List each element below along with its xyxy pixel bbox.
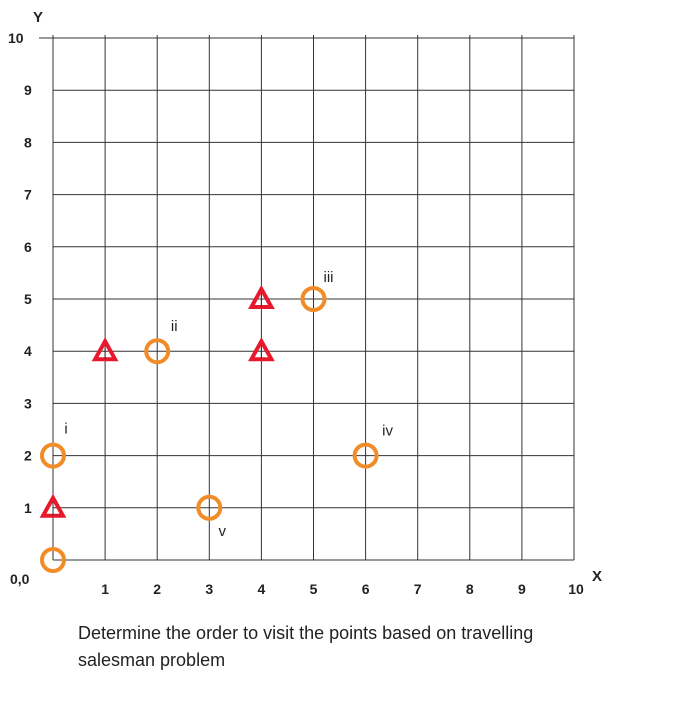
x-axis-ticks: 1 2 3 4 5 6 7 8 9 10: [101, 581, 584, 597]
x-tick-label: 8: [466, 581, 474, 597]
circle-point: [196, 494, 223, 521]
x-tick-label: 3: [205, 581, 213, 597]
x-tick-label: 1: [101, 581, 109, 597]
y-axis-title: Y: [33, 9, 43, 26]
circle-point: [300, 286, 327, 312]
x-tick-label: 6: [362, 581, 370, 597]
x-tick-label: 7: [414, 581, 422, 597]
origin-label: 0,0: [10, 571, 30, 587]
y-tick-label: 9: [24, 82, 32, 98]
point-label: iv: [382, 423, 393, 440]
y-tick-label: 10: [8, 30, 24, 46]
x-tick-label: 2: [153, 581, 161, 597]
grid: [39, 35, 575, 561]
circle-point: [144, 338, 171, 365]
y-tick-label: 6: [24, 239, 32, 255]
point-label: v: [219, 523, 227, 540]
circle-point: [40, 442, 66, 469]
circle-point: [40, 547, 66, 573]
point-label: iii: [324, 269, 334, 286]
y-tick-label: 4: [24, 343, 32, 359]
y-tick-label: 5: [24, 291, 32, 307]
y-tick-label: 1: [24, 500, 32, 516]
y-tick-label: 7: [24, 187, 32, 203]
x-tick-label: 4: [258, 581, 266, 597]
y-axis-ticks: 1 2 3 4 5 6 7 8 9 10: [8, 30, 32, 516]
point-label: ii: [171, 318, 178, 335]
point-label: i: [64, 421, 67, 438]
x-tick-label: 9: [518, 581, 526, 597]
problem-caption: Determine the order to visit the points …: [78, 623, 534, 670]
circle-point: [352, 442, 379, 469]
x-tick-label: 5: [310, 581, 318, 597]
y-tick-label: 8: [24, 134, 32, 150]
y-tick-label: 2: [24, 448, 32, 464]
y-tick-label: 3: [24, 395, 32, 411]
x-axis-title: X: [592, 568, 602, 585]
x-tick-label: 10: [568, 581, 584, 597]
